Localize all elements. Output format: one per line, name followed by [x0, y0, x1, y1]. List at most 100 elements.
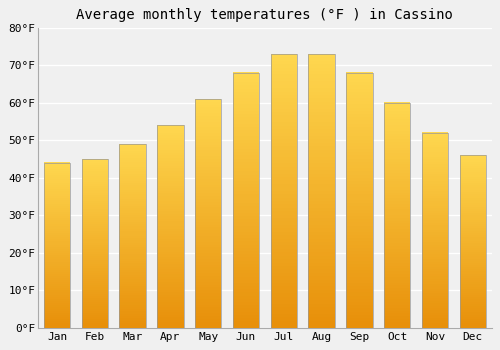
Bar — [120, 192, 146, 194]
Bar — [422, 288, 448, 291]
Bar — [82, 209, 108, 211]
Bar — [422, 137, 448, 140]
Bar — [384, 257, 410, 260]
Bar — [44, 228, 70, 231]
Bar — [157, 236, 184, 239]
Bar — [308, 259, 335, 262]
Bar — [82, 247, 108, 250]
Bar — [460, 262, 486, 265]
Bar — [308, 122, 335, 126]
Bar — [44, 265, 70, 268]
Bar — [270, 143, 297, 146]
Bar — [270, 296, 297, 300]
Bar — [44, 232, 70, 235]
Bar — [157, 196, 184, 198]
Bar — [195, 216, 222, 219]
Bar — [195, 293, 222, 296]
Bar — [233, 95, 259, 98]
Bar — [82, 287, 108, 289]
Bar — [460, 247, 486, 250]
Bar — [308, 119, 335, 122]
Bar — [195, 136, 222, 139]
Bar — [422, 135, 448, 138]
Bar — [195, 167, 222, 170]
Bar — [157, 259, 184, 262]
Bar — [120, 148, 146, 151]
Bar — [120, 176, 146, 178]
Bar — [120, 206, 146, 208]
Bar — [82, 300, 108, 302]
Bar — [422, 298, 448, 301]
Bar — [82, 289, 108, 292]
Bar — [120, 245, 146, 247]
Bar — [157, 130, 184, 133]
Bar — [157, 201, 184, 204]
Bar — [120, 286, 146, 288]
Bar — [422, 320, 448, 323]
Bar — [120, 272, 146, 275]
Bar — [157, 168, 184, 171]
Bar — [195, 141, 222, 145]
Bar — [82, 285, 108, 287]
Bar — [422, 230, 448, 232]
Bar — [195, 224, 222, 228]
Bar — [346, 260, 372, 264]
Bar — [346, 72, 372, 76]
Bar — [460, 250, 486, 252]
Bar — [82, 203, 108, 205]
Bar — [270, 279, 297, 283]
Bar — [308, 167, 335, 170]
Bar — [460, 245, 486, 248]
Bar — [460, 178, 486, 181]
Bar — [157, 254, 184, 257]
Bar — [120, 277, 146, 279]
Bar — [384, 195, 410, 198]
Bar — [384, 103, 410, 328]
Bar — [120, 233, 146, 236]
Bar — [308, 74, 335, 78]
Bar — [82, 205, 108, 207]
Bar — [195, 164, 222, 167]
Bar — [233, 260, 259, 264]
Bar — [270, 286, 297, 290]
Bar — [44, 218, 70, 220]
Bar — [44, 175, 70, 177]
Bar — [233, 209, 259, 213]
Bar — [422, 301, 448, 303]
Bar — [44, 226, 70, 229]
Bar — [82, 190, 108, 192]
Bar — [460, 155, 486, 328]
Bar — [384, 246, 410, 249]
Bar — [346, 200, 372, 203]
Bar — [346, 283, 372, 286]
Bar — [422, 315, 448, 318]
Bar — [422, 232, 448, 235]
Bar — [308, 194, 335, 197]
Bar — [346, 254, 372, 257]
Bar — [120, 224, 146, 226]
Bar — [82, 277, 108, 279]
Bar — [195, 319, 222, 322]
Bar — [82, 296, 108, 298]
Bar — [233, 174, 259, 178]
Bar — [308, 180, 335, 184]
Bar — [270, 283, 297, 286]
Bar — [82, 262, 108, 264]
Bar — [460, 194, 486, 196]
Bar — [346, 232, 372, 235]
Bar — [233, 235, 259, 238]
Bar — [270, 208, 297, 211]
Bar — [233, 76, 259, 79]
Bar — [270, 238, 297, 242]
Bar — [346, 312, 372, 315]
Bar — [44, 280, 70, 282]
Bar — [308, 321, 335, 324]
Bar — [270, 68, 297, 71]
Bar — [44, 278, 70, 280]
Bar — [460, 265, 486, 267]
Bar — [346, 130, 372, 133]
Bar — [195, 310, 222, 313]
Bar — [308, 173, 335, 177]
Bar — [82, 243, 108, 245]
Bar — [460, 314, 486, 317]
